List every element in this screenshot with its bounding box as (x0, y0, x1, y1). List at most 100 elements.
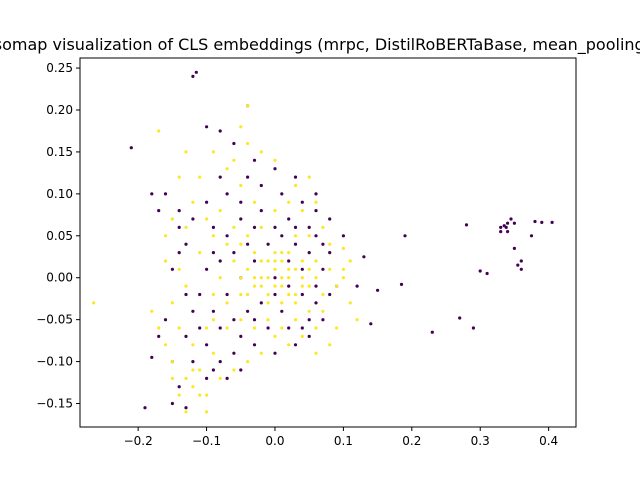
points-layer (92, 70, 554, 414)
scatter-point-1-12 (170, 301, 174, 305)
scatter-point-1-27 (341, 267, 345, 271)
scatter-point-1-101 (280, 259, 284, 263)
scatter-point-1-28 (335, 284, 339, 288)
scatter-point-0-106 (362, 255, 366, 259)
scatter-point-1-110 (348, 301, 352, 305)
scatter-point-0-111 (458, 316, 462, 320)
scatter-point-0-115 (485, 271, 489, 276)
scatter-point-0-71 (232, 251, 236, 255)
scatter-point-0-86 (191, 309, 195, 313)
scatter-point-1-73 (246, 234, 250, 238)
scatter-point-1-75 (273, 209, 277, 213)
scatter-point-0-69 (218, 326, 222, 330)
x-tick-label: −0.1 (192, 434, 221, 448)
scatter-point-1-65 (252, 251, 257, 255)
scatter-point-1-124 (293, 183, 298, 188)
scatter-point-0-72 (218, 259, 222, 263)
scatter-point-0-116 (499, 225, 503, 229)
scatter-point-1-44 (307, 309, 311, 313)
x-tick-label: 0.1 (334, 434, 353, 448)
scatter-point-0-119 (509, 217, 513, 221)
scatter-point-0-107 (369, 322, 373, 326)
scatter-point-0-65 (273, 292, 277, 297)
scatter-point-1-35 (239, 292, 243, 297)
scatter-point-1-68 (211, 234, 215, 238)
scatter-point-0-81 (307, 318, 311, 322)
scatter-point-1-23 (300, 276, 304, 280)
scatter-point-0-80 (239, 334, 243, 338)
scatter-point-0-75 (287, 259, 291, 263)
scatter-point-1-59 (328, 242, 332, 246)
scatter-point-0-36 (239, 217, 243, 221)
scatter-point-1-129 (348, 259, 352, 263)
scatter-point-1-83 (232, 158, 236, 162)
scatter-point-0-87 (184, 334, 188, 338)
scatter-point-1-10 (177, 267, 181, 271)
scatter-point-1-37 (211, 318, 215, 322)
scatter-point-0-83 (225, 234, 229, 238)
scatter-point-0-39 (314, 209, 318, 213)
x-axis: −0.2 −0.1 0.0 0.1 0.2 0.3 0.4 (124, 427, 558, 448)
scatter-point-1-57 (300, 259, 304, 263)
scatter-point-0-113 (471, 326, 475, 330)
scatter-point-0-122 (512, 246, 517, 250)
scatter-point-1-48 (287, 343, 291, 347)
scatter-point-0-24 (218, 129, 222, 133)
scatter-point-1-116 (191, 368, 195, 372)
scatter-point-0-70 (246, 242, 250, 246)
scatter-point-1-96 (259, 284, 263, 288)
scatter-point-0-12 (184, 292, 188, 297)
scatter-point-0-22 (205, 376, 209, 380)
scatter-point-0-20 (184, 406, 188, 410)
scatter-point-1-107 (293, 301, 298, 305)
scatter-point-1-43 (293, 318, 298, 322)
scatter-point-1-14 (191, 343, 195, 347)
scatter-point-1-100 (246, 292, 250, 297)
scatter-point-0-91 (287, 326, 291, 330)
scatter-point-1-42 (280, 326, 284, 330)
scatter-point-0-48 (293, 343, 298, 347)
scatter-point-1-1 (157, 129, 161, 133)
scatter-point-1-88 (246, 104, 250, 108)
scatter-point-1-85 (259, 150, 263, 154)
y-tick-label: 0.15 (46, 145, 73, 159)
scatter-point-0-84 (211, 251, 215, 255)
scatter-point-0-34 (191, 217, 195, 221)
scatter-point-0-68 (232, 318, 236, 322)
scatter-point-1-77 (300, 209, 304, 213)
scatter-point-1-51 (246, 360, 250, 364)
scatter-point-1-63 (280, 251, 284, 255)
scatter-point-1-113 (328, 343, 332, 347)
scatter-point-0-61 (293, 242, 298, 246)
y-tick-label: 0.05 (46, 229, 73, 243)
scatter-point-0-11 (170, 267, 174, 271)
scatter-point-1-98 (252, 276, 257, 280)
scatter-point-0-100 (307, 225, 311, 229)
scatter-point-1-125 (307, 175, 311, 179)
scatter-point-1-61 (307, 234, 311, 238)
scatter-point-1-84 (246, 141, 250, 146)
scatter-point-1-9 (163, 259, 168, 263)
scatter-point-1-45 (321, 309, 325, 313)
scatter-point-0-108 (403, 234, 407, 238)
scatter-point-1-24 (314, 276, 318, 280)
scatter-point-1-30 (307, 284, 311, 288)
scatter-point-1-34 (252, 284, 257, 288)
scatter-point-1-117 (163, 343, 168, 347)
scatter-point-0-32 (225, 192, 229, 196)
scatter-point-0-52 (218, 360, 222, 364)
scatter-point-1-39 (239, 318, 243, 322)
scatter-point-1-64 (266, 259, 270, 263)
scatter-point-0-38 (287, 217, 291, 221)
scatter-point-1-127 (184, 410, 188, 414)
scatter-point-0-123 (516, 263, 520, 267)
scatter-point-0-67 (246, 309, 250, 313)
scatter-point-0-118 (506, 221, 510, 225)
scatter-point-0-54 (198, 326, 202, 330)
scatter-point-0-8 (177, 225, 181, 229)
scatter-point-1-67 (225, 242, 229, 246)
scatter-point-0-45 (314, 301, 318, 305)
scatter-point-1-123 (184, 150, 188, 154)
scatter-point-0-56 (225, 292, 229, 297)
scatter-point-1-99 (300, 284, 304, 288)
